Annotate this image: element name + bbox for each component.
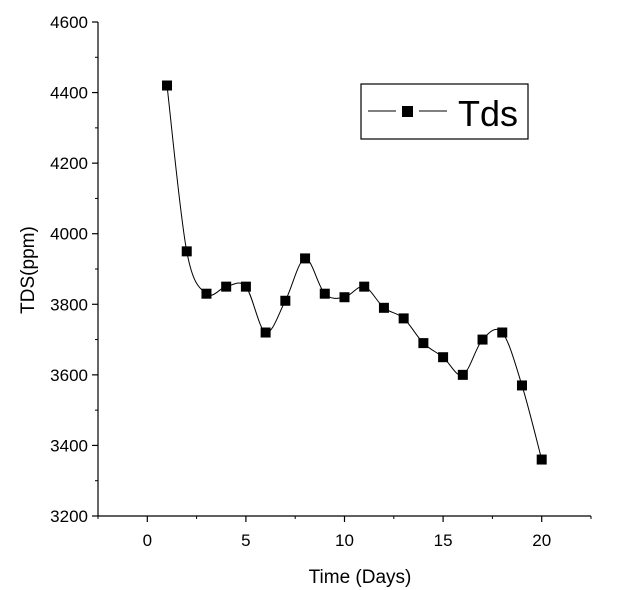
x-axis-title: Time (Days) (309, 567, 412, 588)
data-point-marker (398, 313, 409, 324)
series-line-tds (166, 85, 543, 460)
data-point-marker (457, 369, 468, 380)
data-point-marker (339, 292, 350, 303)
data-point-marker (280, 295, 291, 306)
y-tick-label: 4600 (50, 13, 88, 32)
y-axis: 3200 3400 3600 3800 4000 4200 4400 4600 (50, 13, 99, 526)
y-tick-label: 4000 (50, 225, 88, 244)
data-point-marker (497, 327, 508, 338)
data-point-marker (418, 338, 429, 349)
y-axis-title: TDS(ppm) (18, 226, 39, 314)
data-point-marker (477, 334, 488, 345)
data-point-marker (300, 253, 311, 264)
data-point-marker (378, 302, 389, 313)
x-tick-label: 0 (143, 531, 152, 550)
x-axis: 0 5 10 15 20 (97, 515, 592, 550)
data-point-marker (221, 281, 232, 292)
data-point-marker (516, 380, 527, 391)
legend: Tds (360, 83, 529, 140)
data-point-marker (181, 246, 192, 257)
series-markers (162, 80, 547, 465)
x-tick-label: 15 (434, 531, 453, 550)
y-tick-label: 4400 (50, 84, 88, 103)
data-point-marker (319, 288, 330, 299)
data-point-marker (260, 327, 271, 338)
data-point-marker (201, 288, 212, 299)
x-tick-label: 10 (335, 531, 354, 550)
data-point-marker (162, 80, 173, 91)
legend-label: Tds (458, 93, 518, 134)
y-tick-label: 3400 (50, 436, 88, 455)
y-tick-label: 4200 (50, 154, 88, 173)
x-tick-label: 5 (241, 531, 250, 550)
y-tick-label: 3600 (50, 366, 88, 385)
data-point-marker (438, 352, 449, 363)
data-point-marker (359, 281, 370, 292)
y-tick-label: 3200 (50, 507, 88, 526)
data-point-marker (240, 281, 251, 292)
x-tick-label: 20 (532, 531, 551, 550)
y-tick-label: 3800 (50, 295, 88, 314)
legend-box (360, 83, 529, 140)
legend-marker (402, 106, 413, 117)
data-point-marker (536, 454, 547, 465)
